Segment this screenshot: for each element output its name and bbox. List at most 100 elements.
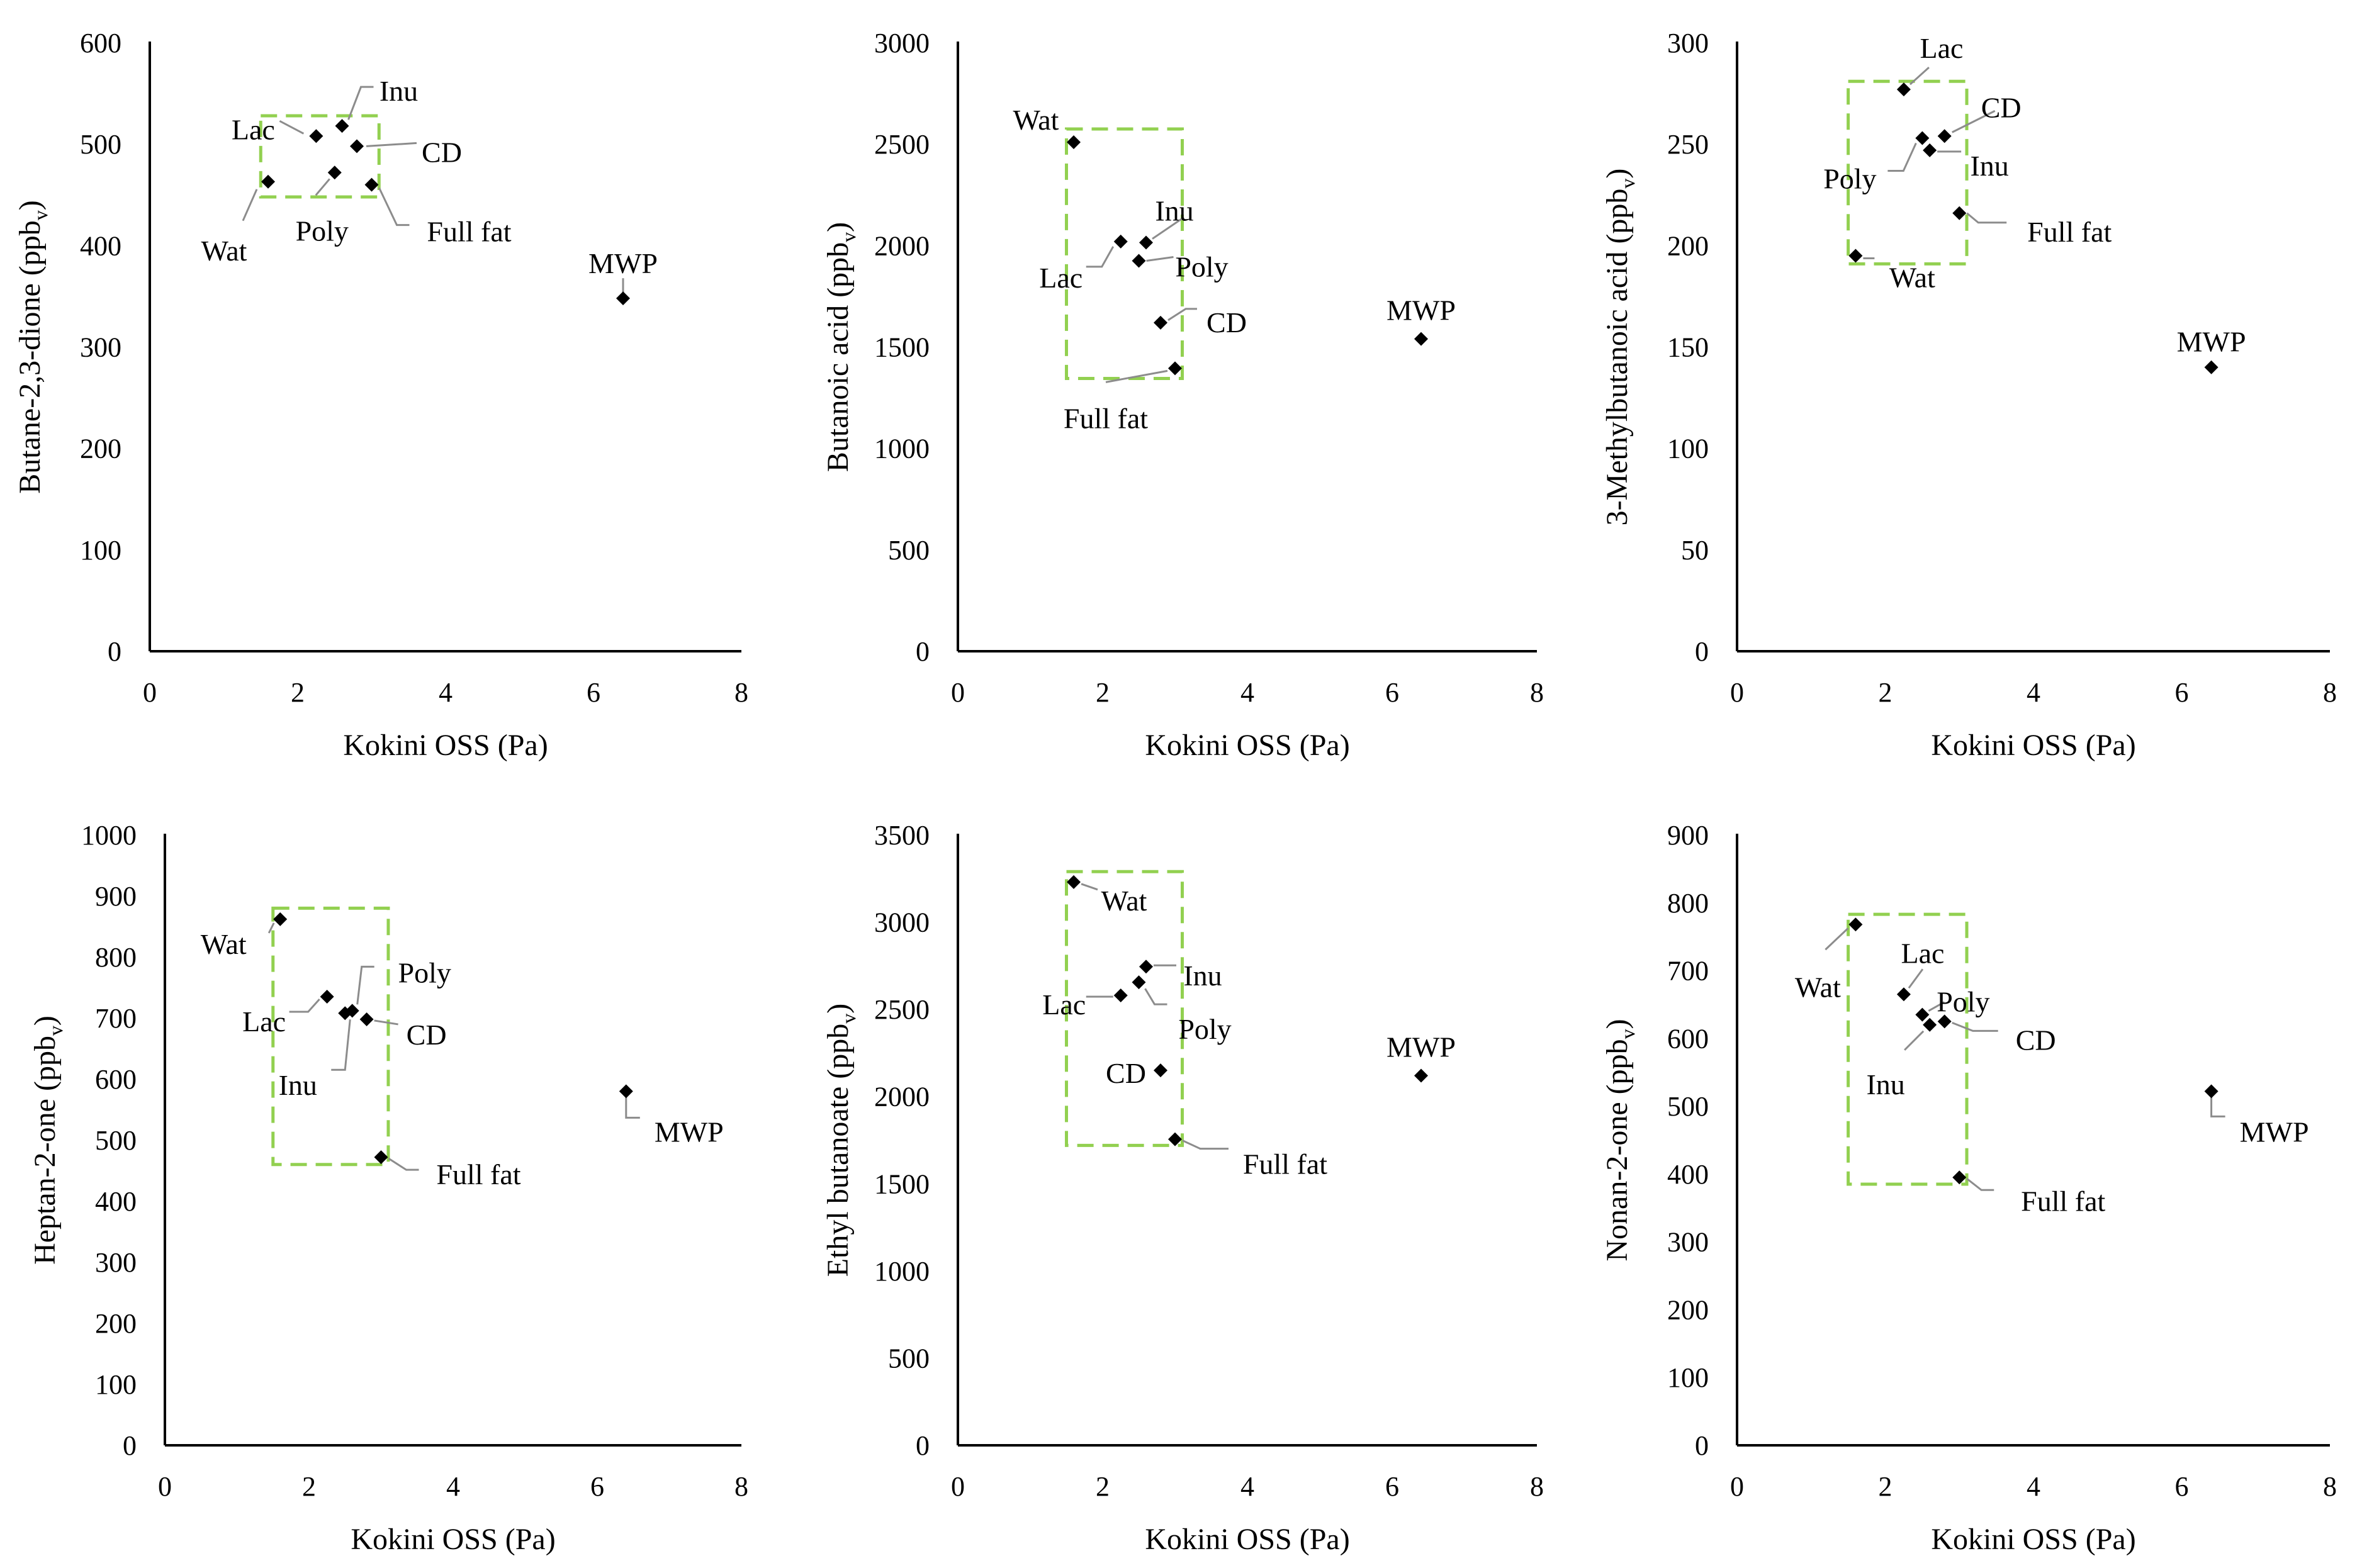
chart-panel-5: 0 500 1000 1500 2000 2500 3000 3500 0 2 4 6 8 Kokini … (821, 820, 1544, 1556)
x-tick-label: 6 (2175, 1471, 2189, 1502)
point-label: CD (1981, 91, 2022, 123)
x-axis-title: Kokini OSS (Pa) (1931, 1523, 2135, 1556)
x-tick-label: 8 (2323, 1471, 2337, 1502)
data-point-cd (359, 1012, 374, 1026)
y-tick-label: 300 (95, 1247, 137, 1278)
point-label: CD (1106, 1057, 1146, 1089)
x-tick-label: 4 (439, 677, 453, 708)
point-label: Inu (1970, 150, 2008, 182)
point-label: Lac (232, 113, 275, 145)
point-label: Wat (1013, 104, 1059, 136)
x-tick-label: 4 (1240, 1471, 1254, 1502)
point-label: Full fat (436, 1158, 520, 1190)
y-tick-label: 300 (1667, 28, 1709, 59)
y-axis-title: Butanoic acid (ppbv) (821, 222, 860, 472)
data-point-lac (1896, 82, 1911, 97)
point-label: Lac (1901, 937, 1944, 969)
highlight-box (271, 906, 390, 1167)
chart-panel-1: 0 100 200 300 400 500 600 0 2 4 6 8 Kokini OSS (Pa) B… (13, 28, 748, 762)
data-point-full-fat (1952, 206, 1967, 220)
data-point-inu (1139, 235, 1153, 250)
x-tick-label: 4 (446, 1471, 460, 1502)
point-label: Poly (398, 956, 451, 988)
x-tick-label: 6 (1385, 1471, 1399, 1502)
leader-line (1966, 212, 2007, 224)
data-point-wat (1848, 917, 1863, 932)
point-label: Wat (1101, 885, 1147, 917)
leader-line (1105, 369, 1168, 383)
data-point-lac (1113, 988, 1128, 1002)
x-tick-label: 6 (590, 1471, 604, 1502)
data-point-cd (1154, 315, 1167, 330)
x-tick-label: 4 (2027, 677, 2040, 708)
point-label: Inu (1866, 1068, 1904, 1100)
x-tick-label: 8 (1530, 1471, 1544, 1502)
y-tick-label: 700 (1667, 956, 1709, 987)
y-tick-label: 50 (1681, 535, 1709, 566)
data-point-cd (1937, 1014, 1952, 1029)
data-point-wat (1848, 249, 1863, 263)
leader-line (347, 86, 374, 120)
y-tick-label: 250 (1667, 129, 1709, 160)
data-point-full-fat (1168, 361, 1182, 376)
data-point-full-fat (374, 1150, 388, 1165)
y-tick-label: 300 (1667, 1227, 1709, 1258)
leader-line (1182, 1140, 1229, 1150)
y-tick-label: 2500 (874, 994, 930, 1025)
leader-line (1908, 968, 1924, 989)
y-tick-label: 3000 (874, 907, 930, 938)
leader-line (1909, 67, 1930, 86)
x-axis-title: Kokini OSS (Pa) (343, 729, 548, 762)
data-point-lac (1113, 234, 1128, 249)
x-tick-label: 2 (1096, 677, 1110, 708)
x-tick-label: 0 (158, 1471, 172, 1502)
leader-line (2210, 1097, 2225, 1117)
leader-line (1081, 883, 1098, 891)
x-tick-label: 8 (2323, 677, 2337, 708)
point-label: Lac (242, 1005, 286, 1038)
leader-line (1146, 256, 1174, 262)
point-label: Inu (1183, 960, 1222, 992)
x-tick-label: 6 (587, 677, 600, 708)
y-tick-label: 500 (95, 1125, 137, 1156)
y-tick-label: 600 (1667, 1023, 1709, 1054)
point-label: Wat (1795, 971, 1841, 1003)
y-tick-label: 300 (80, 332, 121, 363)
leader-line (242, 189, 258, 221)
data-point-inu (1139, 960, 1153, 974)
point-label: MWP (1386, 294, 1456, 327)
data-point-mwp (619, 1084, 633, 1099)
point-label: Poly (296, 215, 349, 247)
data-point-lac (320, 990, 334, 1004)
y-tick-label: 1000 (874, 1256, 930, 1287)
x-tick-label: 0 (951, 677, 965, 708)
data-point-poly (327, 165, 342, 180)
data-point-wat (1067, 135, 1081, 149)
data-point-full-fat (1168, 1132, 1182, 1146)
y-tick-label: 500 (80, 129, 121, 160)
point-label: Lac (1039, 262, 1083, 294)
leader-line (331, 1019, 351, 1071)
x-tick-label: 4 (1240, 677, 1254, 708)
x-tick-label: 2 (1096, 1471, 1110, 1502)
leader-line (366, 142, 417, 147)
x-tick-label: 0 (1730, 1471, 1744, 1502)
y-tick-label: 1000 (874, 434, 930, 464)
point-label: MWP (2177, 326, 2246, 358)
highlight-box (1847, 912, 1969, 1186)
leader-line (1887, 142, 1917, 172)
point-label: MWP (655, 1116, 724, 1148)
y-axis-title: Ethyl butanoate (ppbv) (821, 1004, 860, 1277)
y-tick-label: 900 (95, 881, 137, 912)
y-tick-label: 0 (916, 1430, 930, 1461)
data-point-full-fat (364, 177, 379, 192)
data-point-cd (1154, 1063, 1167, 1078)
data-point-poly (1132, 254, 1146, 268)
point-label: MWP (588, 247, 658, 279)
highlight-box (259, 114, 381, 199)
y-tick-label: 500 (888, 1343, 930, 1374)
point-label: Wat (201, 235, 247, 267)
x-tick-label: 2 (1879, 677, 1892, 708)
x-tick-label: 6 (1385, 677, 1399, 708)
